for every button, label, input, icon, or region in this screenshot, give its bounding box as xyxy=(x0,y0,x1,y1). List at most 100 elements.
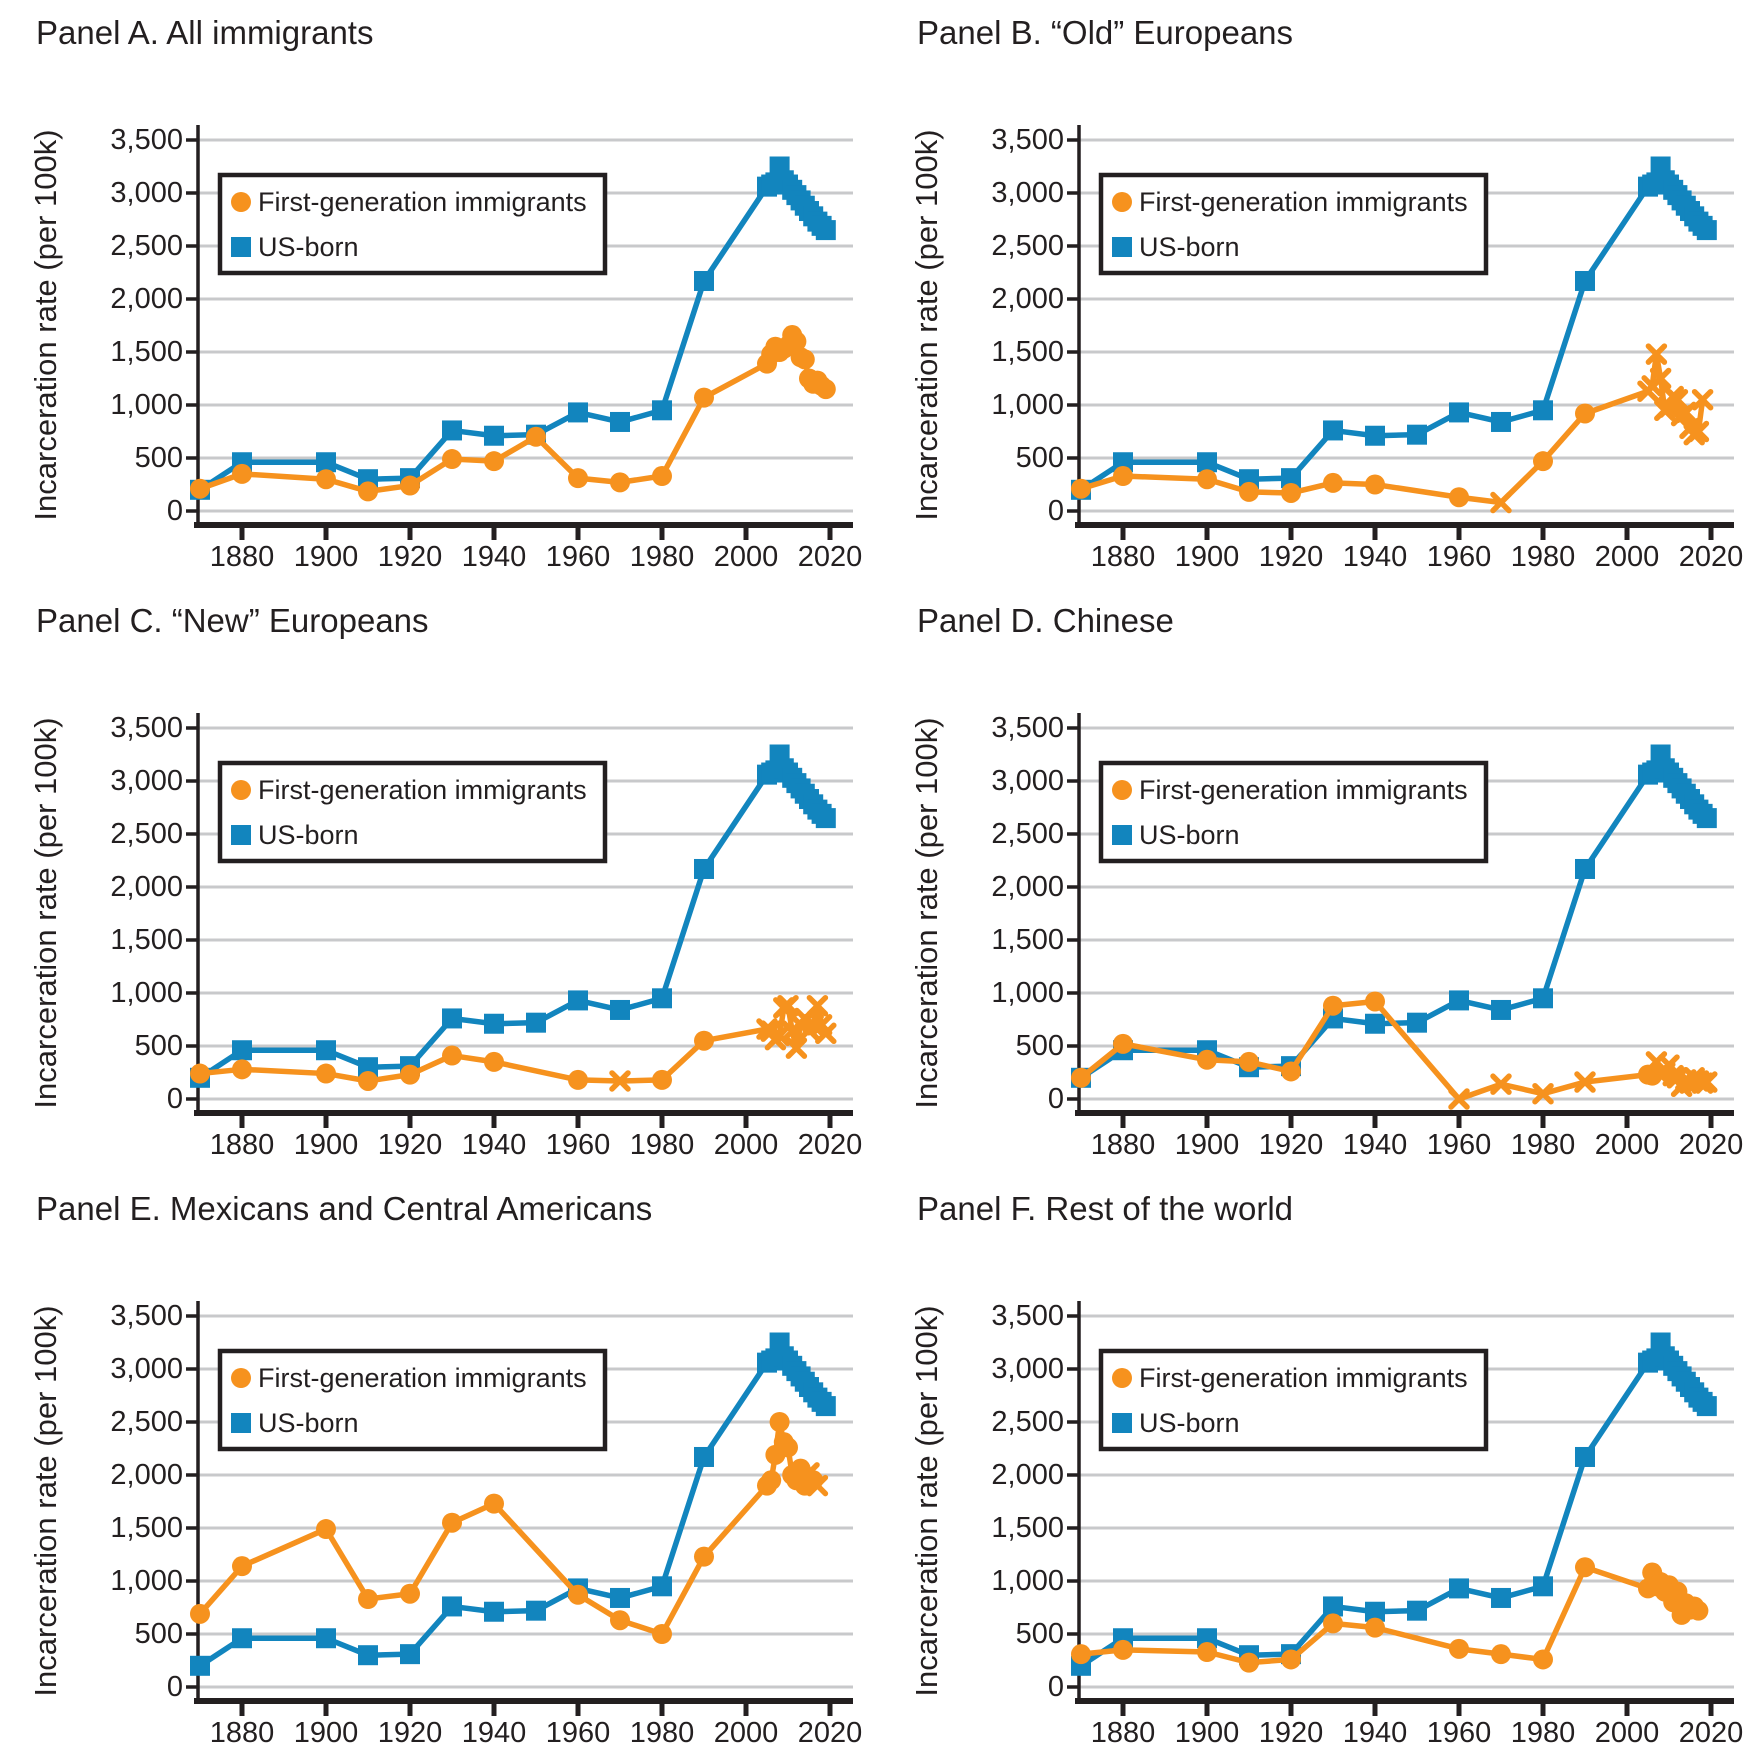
x-tick-label: 2020 xyxy=(798,1717,863,1749)
y-tick-label: 3,500 xyxy=(110,124,183,156)
legend-box xyxy=(217,1348,608,1452)
y-tick-label: 1,500 xyxy=(110,1512,183,1544)
panel-e: Panel E. Mexicans and Central Americans … xyxy=(0,1176,881,1764)
circle-marker xyxy=(358,1070,378,1091)
circle-marker xyxy=(1491,1644,1511,1665)
circle-marker xyxy=(400,1064,420,1085)
x-marker xyxy=(1645,343,1668,365)
circle-marker xyxy=(442,1045,462,1066)
y-tick-label: 0 xyxy=(1048,495,1064,527)
square-marker xyxy=(1533,988,1553,1009)
y-axis-title: Incarceration rate (per 100k) xyxy=(28,717,63,1108)
x-marker xyxy=(1574,1071,1596,1093)
legend-square-marker-icon xyxy=(231,825,251,845)
circle-marker xyxy=(815,379,836,400)
y-axis: 0 500 1,000 1,500 2,000 2,500 3,000 3,500 xyxy=(110,1300,200,1704)
panel-f: Panel F. Rest of the world 0 500 1,000 1,50… xyxy=(881,1176,1762,1764)
circle-marker xyxy=(1281,1649,1301,1670)
x-marker xyxy=(806,1474,829,1497)
circle-marker xyxy=(1533,451,1553,472)
square-marker xyxy=(442,420,462,441)
y-tick-label: 2,500 xyxy=(991,818,1064,850)
circle-marker xyxy=(1533,1649,1553,1670)
legend-square-marker-icon xyxy=(1112,1413,1132,1433)
series-first-generation-immigrants xyxy=(1071,343,1714,514)
circle-marker xyxy=(652,466,672,487)
x-tick-label: 1880 xyxy=(1091,1129,1156,1161)
x-marker xyxy=(609,1070,631,1092)
x-tick-label: 1880 xyxy=(1091,541,1156,573)
square-marker xyxy=(1491,411,1511,432)
circle-marker xyxy=(232,1556,252,1577)
legend-square-marker-icon xyxy=(231,237,251,257)
y-tick-label: 0 xyxy=(167,1083,183,1115)
x-tick-label: 1980 xyxy=(630,1129,695,1161)
y-tick-label: 3,500 xyxy=(110,712,183,744)
circle-marker xyxy=(1575,403,1595,424)
square-marker xyxy=(610,999,630,1020)
legend: First-generation immigrants US-born xyxy=(217,1348,608,1452)
square-marker xyxy=(1491,999,1511,1020)
legend: First-generation immigrants US-born xyxy=(1098,1348,1489,1452)
x-tick-label: 1960 xyxy=(546,1717,611,1749)
y-tick-label: 3,500 xyxy=(991,1300,1064,1332)
x-tick-label: 1980 xyxy=(1511,1717,1576,1749)
x-tick-label: 2020 xyxy=(798,541,863,573)
y-tick-label: 2,000 xyxy=(991,871,1064,903)
square-marker xyxy=(442,1596,462,1617)
x-marker xyxy=(1658,1054,1680,1076)
circle-marker xyxy=(1365,991,1385,1012)
x-tick-label: 2000 xyxy=(714,541,779,573)
y-tick-label: 2,000 xyxy=(991,283,1064,315)
x-marker xyxy=(1448,1088,1470,1110)
square-marker xyxy=(568,402,588,423)
y-tick-label: 3,000 xyxy=(991,177,1064,209)
series-first-generation-immigrants xyxy=(190,325,836,502)
panel-a: Panel A. All immigrants 0 500 1,000 1,500 2,… xyxy=(0,0,881,588)
square-marker xyxy=(526,1012,546,1033)
y-tick-label: 2,500 xyxy=(110,1406,183,1438)
x-tick-label: 1940 xyxy=(1343,541,1408,573)
y-tick-label: 2,500 xyxy=(991,1406,1064,1438)
y-axis-title: Incarceration rate (per 100k) xyxy=(909,129,944,520)
y-tick-label: 500 xyxy=(135,1618,183,1650)
square-marker xyxy=(610,1587,630,1608)
panel-e-title: Panel E. Mexicans and Central Americans xyxy=(36,1190,653,1227)
circle-marker xyxy=(484,451,504,472)
x-marker xyxy=(1666,388,1689,411)
circle-marker xyxy=(190,1063,210,1084)
y-tick-label: 3,500 xyxy=(991,712,1064,744)
y-axis-title: Incarceration rate (per 100k) xyxy=(28,129,63,520)
series-first-generation-immigrants xyxy=(190,994,837,1092)
y-tick-label: 1,000 xyxy=(991,389,1064,421)
y-axis-title: Incarceration rate (per 100k) xyxy=(909,1305,944,1696)
square-marker xyxy=(484,1601,504,1622)
legend-circle-marker-icon xyxy=(231,1368,251,1388)
circle-marker xyxy=(1281,482,1301,503)
legend-circle-marker-icon xyxy=(1112,192,1132,212)
x-marker xyxy=(777,994,799,1017)
square-marker xyxy=(652,988,672,1009)
square-marker xyxy=(316,452,336,473)
circle-marker xyxy=(1113,1033,1133,1054)
x-axis: 1880 1900 1920 1940 1960 1980 2000 2020 xyxy=(1075,1110,1743,1161)
y-tick-label: 0 xyxy=(1048,1083,1064,1115)
x-tick-label: 1920 xyxy=(378,541,443,573)
x-tick-label: 1920 xyxy=(1259,1129,1324,1161)
x-marker xyxy=(1675,401,1697,424)
y-axis: 0 500 1,000 1,500 2,000 2,500 3,000 3,500 xyxy=(991,1300,1081,1704)
x-tick-label: 1960 xyxy=(546,541,611,573)
circle-marker xyxy=(232,1059,252,1080)
square-marker xyxy=(1113,452,1133,473)
square-marker xyxy=(1575,858,1595,879)
y-tick-label: 1,500 xyxy=(991,924,1064,956)
square-marker xyxy=(652,400,672,421)
legend-label: US-born xyxy=(1139,232,1240,262)
square-marker xyxy=(484,425,504,446)
square-marker xyxy=(1281,468,1301,489)
circle-marker xyxy=(794,349,815,370)
y-tick-label: 1,000 xyxy=(110,389,183,421)
x-tick-label: 2000 xyxy=(714,1129,779,1161)
x-tick-label: 1900 xyxy=(294,1717,359,1749)
